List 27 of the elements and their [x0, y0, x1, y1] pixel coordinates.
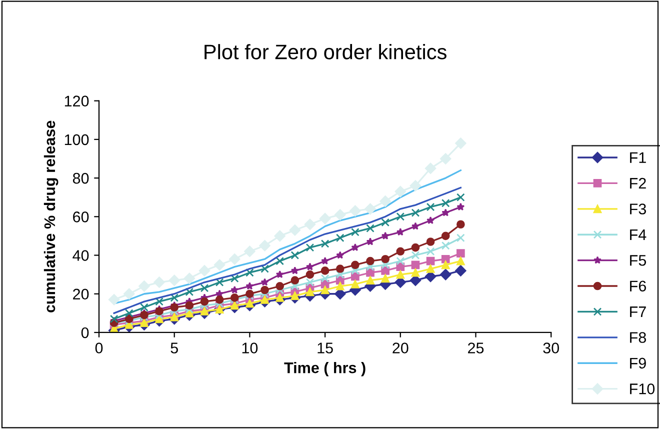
- x-tick-label: 30: [543, 342, 559, 354]
- x-tick-label: 25: [468, 342, 484, 354]
- legend-label: F1: [630, 152, 646, 163]
- legend-label: F4: [630, 229, 646, 240]
- y-tick-label: 0: [81, 327, 89, 338]
- y-tick-label: 120: [64, 96, 89, 106]
- x-tick-label: 20: [392, 342, 408, 354]
- chart-title: Plot for Zero order kinetics: [204, 44, 446, 60]
- y-tick-label: 100: [64, 134, 89, 146]
- y-tick-label: 80: [72, 172, 89, 184]
- legend-label: F9: [630, 358, 646, 369]
- legend-label: F6: [630, 280, 646, 292]
- x-tick-label: 0: [95, 342, 103, 354]
- y-tick-label: 20: [73, 288, 89, 300]
- legend-label: F3: [630, 204, 646, 214]
- x-axis-title: Time ( hrs ): [284, 362, 366, 376]
- y-axis-title: cumulative % drug release: [44, 120, 58, 312]
- x-tick-label: 10: [242, 342, 258, 354]
- legend-label: F7: [630, 306, 646, 318]
- legend-label: F10: [630, 383, 655, 394]
- legend-label: F8: [630, 332, 646, 343]
- x-tick-label: 15: [318, 342, 333, 354]
- legend-label: F2: [630, 178, 646, 189]
- x-tick-label: 5: [170, 342, 178, 354]
- legend-label: F5: [630, 255, 646, 266]
- y-tick-label: 60: [73, 212, 89, 222]
- y-tick-label: 40: [72, 250, 89, 261]
